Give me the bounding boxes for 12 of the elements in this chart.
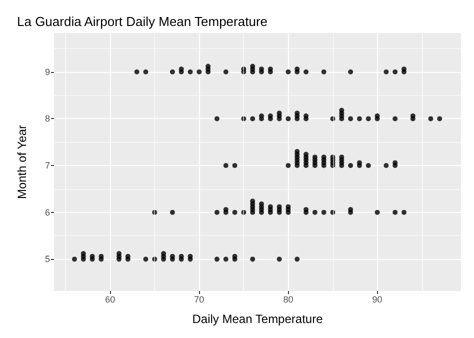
y-tick-label: 6 xyxy=(44,207,50,218)
y-axis-title: Month of Year xyxy=(15,124,29,200)
x-tick-label: 70 xyxy=(194,294,204,304)
y-tick-label: 9 xyxy=(44,66,50,77)
x-tick-label: 90 xyxy=(372,294,382,304)
x-tick-label: 60 xyxy=(105,294,116,304)
x-axis-title: Daily Mean Temperature xyxy=(192,312,324,326)
chart-title: La Guardia Airport Daily Mean Temperature xyxy=(17,14,268,29)
x-tick-label: 80 xyxy=(283,294,294,304)
y-tick-label: 7 xyxy=(44,160,50,171)
y-tick-label: 8 xyxy=(44,114,50,124)
y-tick-label: 5 xyxy=(44,254,50,264)
